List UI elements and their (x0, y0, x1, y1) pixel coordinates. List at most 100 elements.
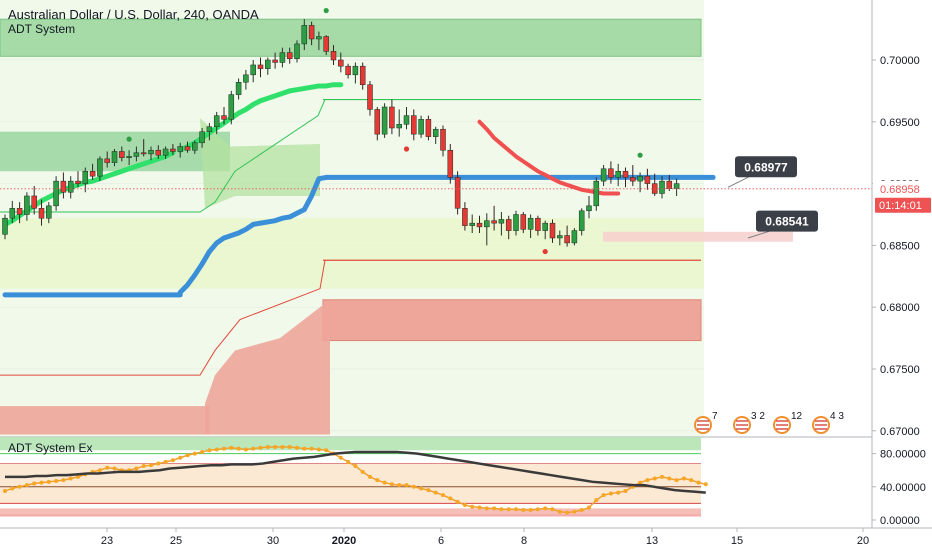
candle-body[interactable] (484, 220, 490, 228)
candle-body[interactable] (615, 170, 621, 178)
candle-body[interactable] (535, 217, 541, 231)
candle-body[interactable] (308, 25, 315, 40)
candle-body[interactable] (447, 149, 454, 178)
candle-body[interactable] (82, 170, 89, 184)
candle-body[interactable] (31, 195, 37, 209)
candle-body[interactable] (104, 158, 110, 163)
candle-body[interactable] (250, 64, 256, 76)
candle-body[interactable] (359, 65, 366, 85)
candle-body[interactable] (243, 74, 249, 83)
candle-body[interactable] (323, 36, 329, 52)
candle-body[interactable] (454, 177, 461, 209)
candle-body[interactable] (425, 119, 432, 137)
candle-body[interactable] (330, 51, 337, 61)
candle-body[interactable] (67, 180, 74, 193)
candle-body[interactable] (498, 219, 505, 224)
callout-box[interactable] (756, 210, 818, 232)
candle-body[interactable] (316, 36, 322, 40)
candle-body[interactable] (549, 222, 556, 239)
candle-body[interactable] (491, 220, 497, 224)
candle-body[interactable] (301, 25, 308, 45)
candle-body[interactable] (440, 128, 446, 151)
candle-body[interactable] (177, 146, 183, 152)
candle-body[interactable] (338, 59, 344, 67)
candle-body[interactable] (608, 168, 614, 178)
candle-body[interactable] (257, 64, 264, 69)
candle-body[interactable] (418, 119, 424, 135)
candle-body[interactable] (367, 84, 373, 110)
candle-body[interactable] (126, 156, 132, 158)
candle-body[interactable] (637, 175, 643, 182)
candle-body[interactable] (53, 180, 59, 207)
candle-body[interactable] (396, 124, 402, 129)
candle-body[interactable] (542, 222, 548, 231)
candle-body[interactable] (89, 170, 96, 177)
candle-body[interactable] (192, 142, 198, 151)
candle-body[interactable] (513, 214, 519, 231)
candle-body[interactable] (557, 235, 563, 239)
candle-body[interactable] (622, 170, 629, 178)
candle-body[interactable] (221, 115, 227, 120)
candle-body[interactable] (162, 148, 169, 156)
candle-body[interactable] (206, 126, 213, 132)
candle-body[interactable] (505, 219, 512, 231)
candle-body[interactable] (133, 152, 140, 157)
candle-body[interactable] (411, 115, 417, 135)
candle-body[interactable] (469, 222, 475, 226)
candle-body[interactable] (170, 148, 176, 152)
candle-body[interactable] (235, 81, 242, 95)
candle-body[interactable] (659, 180, 665, 194)
candle-body[interactable] (294, 43, 300, 60)
candle-body[interactable] (119, 151, 125, 158)
candle-body[interactable] (279, 52, 286, 63)
symbol-title[interactable]: Australian Dollar / U.S. Dollar, 240, OA… (8, 7, 259, 22)
candle-body[interactable] (228, 94, 235, 120)
candle-body[interactable] (571, 230, 578, 244)
callout-box[interactable] (735, 156, 797, 178)
candle-body[interactable] (265, 59, 271, 69)
candle-body[interactable] (389, 106, 395, 129)
candle-body[interactable] (345, 65, 351, 76)
countdown-label[interactable]: 01:14:01 (879, 200, 922, 212)
callout-text[interactable]: 0.68541 (765, 215, 809, 229)
candle-body[interactable] (586, 205, 592, 212)
candle-body[interactable] (462, 208, 468, 226)
callout-text[interactable]: 0.68977 (744, 160, 788, 174)
candle-body[interactable] (148, 149, 154, 155)
candle-body[interactable] (630, 177, 636, 182)
candle-body[interactable] (9, 208, 16, 219)
candle-body[interactable] (403, 115, 410, 125)
last-price-label[interactable]: 0.68958 (880, 184, 920, 196)
candle-body[interactable] (97, 158, 103, 177)
candle-body[interactable] (2, 217, 8, 235)
candle-body[interactable] (600, 168, 607, 182)
candle-body[interactable] (38, 208, 45, 219)
candle-body[interactable] (564, 235, 570, 244)
candle-body[interactable] (673, 183, 680, 189)
candle-body[interactable] (578, 210, 585, 231)
candle-body[interactable] (140, 152, 147, 155)
candle-body[interactable] (155, 149, 162, 156)
indicator-title-adt-system[interactable]: ADT System (8, 22, 76, 36)
candle-body[interactable] (184, 146, 191, 151)
candle-body[interactable] (272, 59, 278, 63)
candle-body[interactable] (286, 52, 293, 60)
candle-body[interactable] (16, 208, 23, 215)
candle-body[interactable] (520, 214, 527, 230)
candle-body[interactable] (666, 180, 673, 189)
candle-body[interactable] (111, 151, 118, 163)
candle-body[interactable] (24, 195, 30, 215)
candle-body[interactable] (374, 109, 381, 135)
candle-body[interactable] (199, 131, 205, 144)
candle-body[interactable] (432, 128, 439, 137)
candle-body[interactable] (60, 180, 67, 193)
candle-body[interactable] (213, 115, 220, 127)
candle-body[interactable] (593, 180, 600, 207)
candle-body[interactable] (476, 222, 483, 228)
indicator-title-adt-system-ex[interactable]: ADT System Ex (8, 441, 93, 455)
candle-body[interactable] (46, 205, 52, 219)
candle-body[interactable] (352, 65, 359, 76)
candle-body[interactable] (75, 180, 81, 184)
candle-body[interactable] (381, 106, 388, 135)
candle-body[interactable] (527, 217, 534, 230)
